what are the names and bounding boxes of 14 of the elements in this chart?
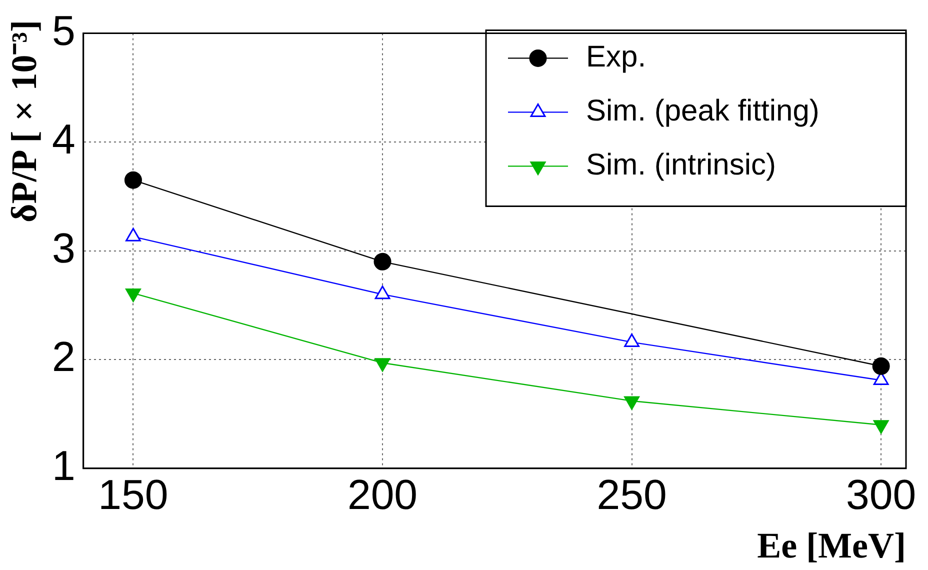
legend-label: Sim. (peak fitting)	[586, 94, 820, 128]
y-tick-label: 4	[52, 116, 76, 163]
x-tick-label: 250	[596, 471, 667, 518]
x-tick-label: 150	[98, 471, 168, 518]
y-tick-label: 1	[52, 442, 76, 489]
y-axis-title: δP/P [×10⁻³]	[4, 20, 44, 222]
x-tick-label: 300	[846, 471, 916, 518]
legend-label: Exp.	[586, 40, 646, 74]
x-axis-title: Ee [MeV]	[757, 526, 906, 566]
y-tick-label: 3	[52, 224, 76, 272]
y-tick-label: 2	[52, 333, 76, 380]
legend-label: Sim. (intrinsic)	[586, 148, 776, 182]
y-tick-label: 5	[52, 6, 76, 54]
x-tick-label: 200	[347, 471, 418, 518]
